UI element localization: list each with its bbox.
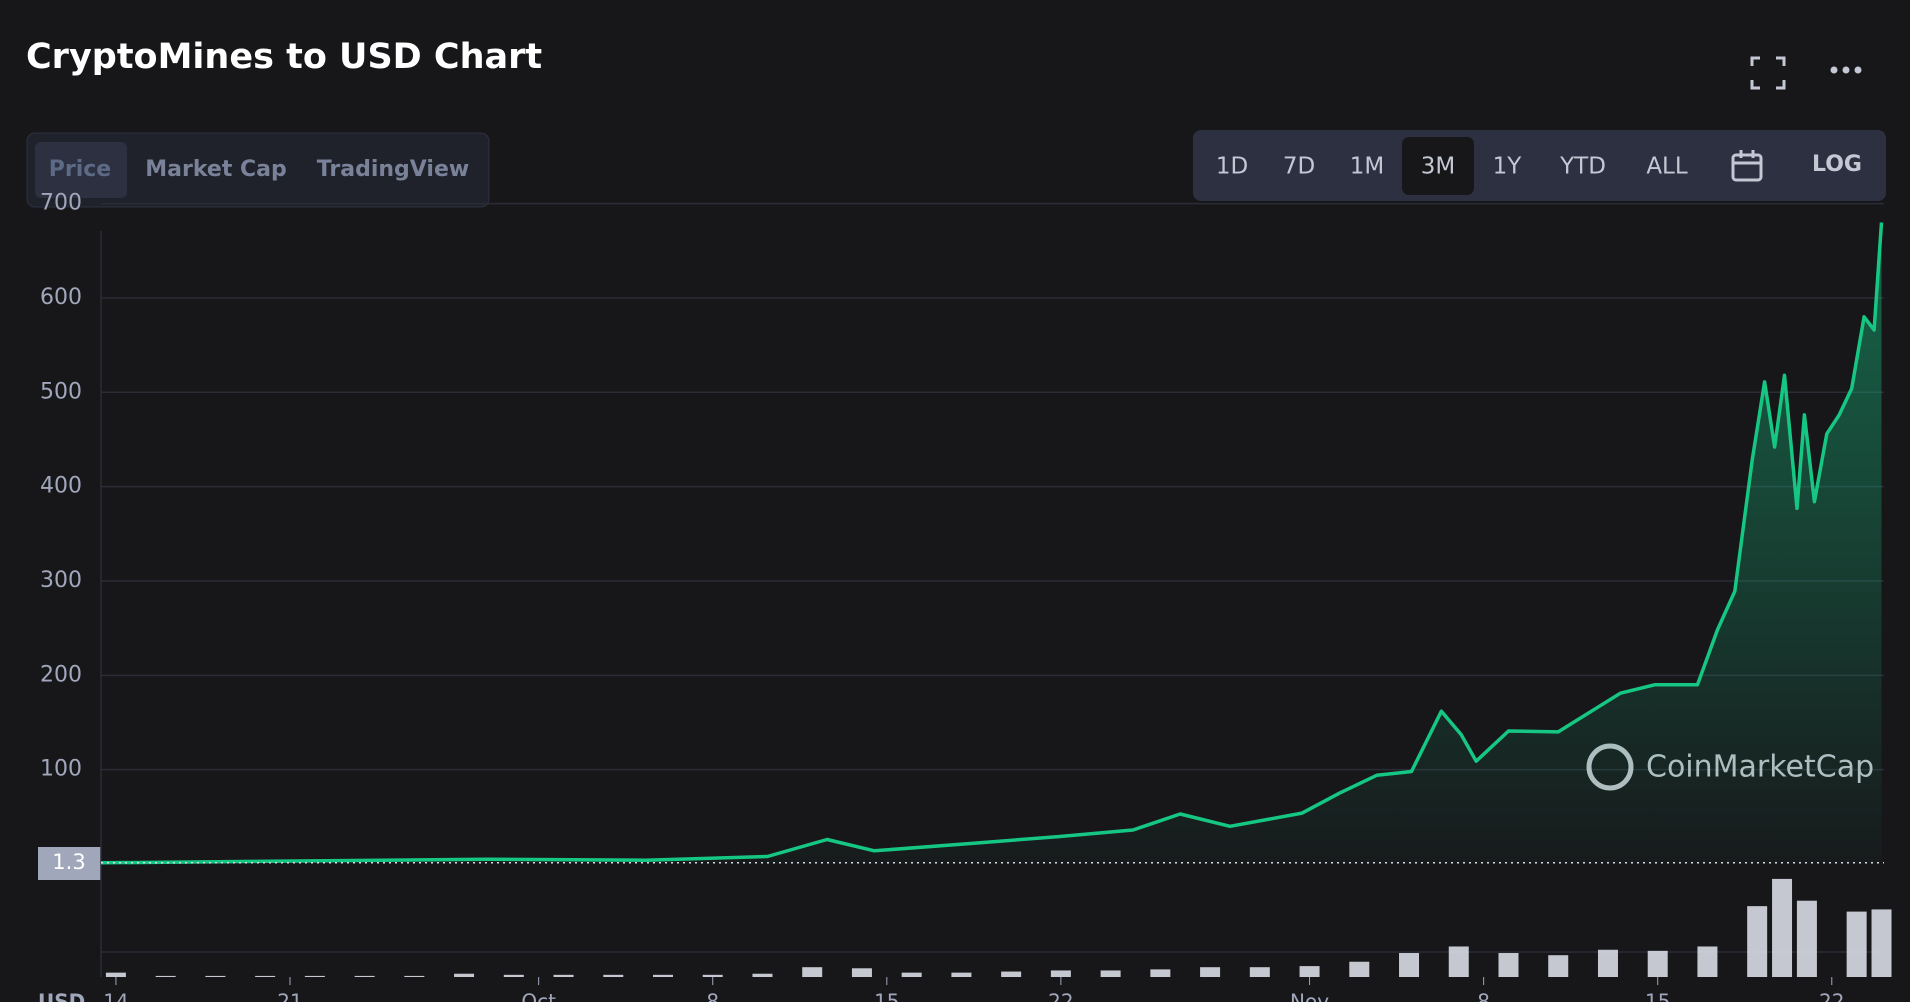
range-button[interactable]: ALL [1646, 154, 1688, 180]
volume-bar [1299, 966, 1320, 977]
volume-bar [1498, 953, 1519, 977]
y-tick-label: 100 [40, 757, 82, 782]
range-button[interactable]: 1Y [1493, 154, 1523, 180]
volume-bar [105, 972, 126, 977]
volume-bar [1846, 911, 1867, 977]
volume-bar [1150, 969, 1171, 977]
volume-bar [1001, 971, 1022, 977]
volume-bar [1747, 906, 1768, 977]
range-button[interactable]: 3M [1421, 154, 1455, 180]
volume-bar [155, 975, 176, 977]
range-button[interactable]: 1M [1350, 154, 1384, 180]
range-button[interactable]: YTD [1559, 154, 1606, 180]
volume-bar [1399, 953, 1420, 977]
x-tick-label: 8 [1477, 990, 1490, 1002]
volume-bar [802, 967, 823, 977]
volume-bar [1597, 949, 1618, 977]
chart-title: CryptoMines to USD Chart [26, 37, 542, 77]
calendar-icon[interactable] [1731, 150, 1763, 182]
x-tick-label: 21 [277, 990, 302, 1002]
axis-unit: USD [38, 990, 85, 1002]
volume-bar [205, 975, 226, 977]
volume-bar [1249, 967, 1270, 977]
range-group [1193, 130, 1886, 201]
volume-bar [851, 968, 872, 977]
range-button[interactable]: 1D [1216, 154, 1248, 180]
current-price-label: 1.3 [52, 850, 85, 874]
volume-bar [404, 975, 425, 977]
y-tick-label: 600 [40, 285, 82, 310]
volume-bar [454, 973, 475, 977]
tab-group [26, 132, 490, 208]
volume-bar [752, 973, 773, 977]
x-tick-label: Nov [1290, 990, 1329, 1002]
volume-bar [304, 975, 325, 977]
y-tick-label: 400 [40, 474, 82, 499]
volume-bar [1100, 970, 1121, 977]
price-label-box [38, 847, 101, 880]
y-tick-label: 700 [40, 191, 82, 216]
tab[interactable]: TradingView [317, 157, 469, 182]
more-icon[interactable] [1830, 66, 1862, 74]
volume-bar [1772, 878, 1793, 977]
x-tick-label: 22 [1048, 990, 1073, 1002]
volume-bar [1448, 946, 1469, 977]
tab[interactable]: Price [49, 157, 111, 182]
volume-bar [1647, 950, 1668, 977]
volume-bar [1796, 900, 1817, 977]
x-tick-label: 8 [706, 990, 719, 1002]
log-button[interactable]: LOG [1812, 152, 1862, 177]
volume-bar [951, 972, 972, 977]
price-area [101, 222, 1882, 864]
volume-bar [1050, 970, 1071, 977]
x-tick-label: 15 [874, 990, 899, 1002]
x-tick-label: 22 [1819, 990, 1844, 1002]
tab[interactable]: Market Cap [145, 157, 286, 182]
volume-bar [354, 975, 375, 977]
volume-bar [1697, 946, 1718, 977]
volume-bar [1871, 909, 1892, 977]
volume-bar [901, 972, 922, 977]
volume-bar [1548, 955, 1569, 977]
x-tick-label: 14 [103, 990, 128, 1002]
y-tick-label: 200 [40, 662, 82, 687]
volume-bar [603, 974, 624, 977]
tab-active [35, 142, 127, 198]
volume-bar [553, 974, 574, 977]
volume-bar [1349, 961, 1370, 977]
volume-bar [255, 975, 276, 977]
range-button[interactable]: 7D [1283, 154, 1315, 180]
fullscreen-icon[interactable] [1750, 56, 1786, 90]
volume-bar [503, 974, 524, 977]
volume-bar [1200, 967, 1221, 977]
price-line [100, 222, 1884, 865]
x-tick-label: 15 [1645, 990, 1670, 1002]
range-active [1402, 137, 1474, 195]
y-tick-label: 300 [40, 568, 82, 593]
volume-bar [653, 974, 674, 977]
x-tick-label: Oct [521, 990, 556, 1002]
y-tick-label: 500 [40, 379, 82, 404]
volume-bar [702, 974, 723, 977]
